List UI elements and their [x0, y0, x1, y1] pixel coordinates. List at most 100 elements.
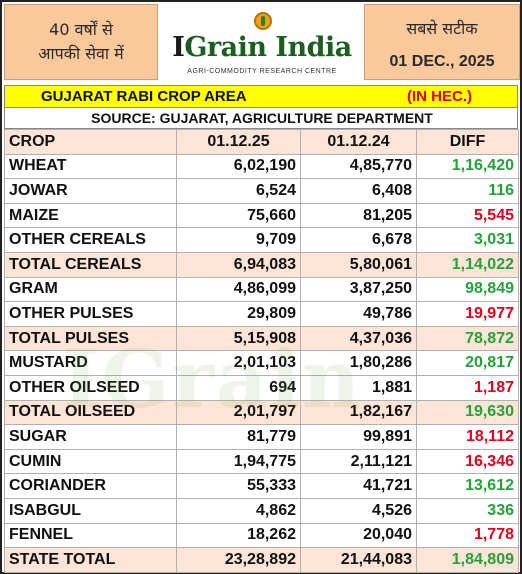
report-title: GUJARAT RABI CROP AREA [41, 88, 247, 105]
table-row: JOWAR 6,524 6,408 116 [4, 178, 519, 204]
cell-crop: CUMIN [4, 448, 177, 475]
cell-diff: 78,872 [416, 325, 519, 352]
table-row: MUSTARD 2,01,103 1,80,286 20,817 [4, 350, 519, 376]
source-bar: SOURCE: GUJARAT, AGRICULTURE DEPARTMENT [4, 108, 518, 129]
cell-current-area: 4,862 [176, 497, 301, 524]
total-row: TOTAL CEREALS 6,94,083 5,80,061 1,14,022 [4, 251, 519, 278]
cell-crop: JOWAR [4, 178, 177, 204]
table-row: OTHER PULSES 29,809 49,786 19,977 [4, 301, 519, 327]
cell-previous-area: 49,786 [300, 301, 417, 327]
cell-diff: 19,630 [416, 399, 519, 426]
column-header-crop: CROP [4, 129, 177, 155]
cell-crop: TOTAL CEREALS [4, 251, 177, 278]
header-tagline-line1: 40 वर्षों से [49, 20, 113, 39]
column-header-current: 01.12.25 [176, 129, 301, 155]
cell-crop: OTHER PULSES [4, 301, 177, 327]
cell-current-area: 29,809 [176, 301, 301, 327]
total-row: TOTAL PULSES 5,15,908 4,37,036 78,872 [4, 325, 519, 352]
cell-current-area: 4,86,099 [176, 276, 301, 303]
table-row: GRAM 4,86,099 3,87,250 98,849 [4, 276, 519, 303]
cell-diff: 19,977 [416, 301, 519, 327]
cell-previous-area: 5,80,061 [300, 251, 417, 278]
cell-previous-area: 81,205 [300, 202, 417, 229]
table-row: CORIANDER 55,333 41,721 13,612 [4, 473, 519, 499]
cell-current-area: 75,660 [176, 202, 301, 229]
report-date: 01 DEC., 2025 [389, 53, 495, 70]
cell-previous-area: 6,408 [300, 178, 417, 204]
title-bar: GUJARAT RABI CROP AREA (IN HEC.) [4, 85, 518, 108]
cell-diff: 1,778 [416, 522, 519, 549]
cell-current-area: 9,709 [176, 227, 301, 253]
cell-crop: STATE TOTAL [4, 547, 177, 573]
column-header-previous: 01.12.24 [300, 129, 417, 155]
cell-current-area: 23,28,892 [176, 547, 301, 573]
cell-diff: 116 [416, 178, 519, 204]
cell-previous-area: 4,37,036 [300, 325, 417, 352]
cell-previous-area: 4,85,770 [300, 153, 417, 180]
cell-diff: 20,817 [416, 350, 519, 376]
table-row: SUGAR 81,779 99,891 18,112 [4, 424, 519, 450]
cell-diff: 1,14,022 [416, 251, 519, 278]
cell-diff: 16,346 [416, 448, 519, 475]
cell-current-area: 694 [176, 374, 301, 401]
cell-previous-area: 6,678 [300, 227, 417, 253]
cell-current-area: 81,779 [176, 424, 301, 450]
cell-previous-area: 20,040 [300, 522, 417, 549]
cell-crop: SUGAR [4, 424, 177, 450]
brand-name-lead: I [172, 32, 185, 63]
unit-label: (IN HEC.) [407, 88, 472, 105]
cell-diff: 1,187 [416, 374, 519, 401]
cell-diff: 98,849 [416, 276, 519, 303]
header-left-box: 40 वर्षों से आपकी सेवा में [4, 4, 158, 80]
header-right-box: सबसे सटीक 01 DEC., 2025 [364, 4, 520, 80]
crop-area-table: CROP 01.12.25 01.12.24 DIFF WHEAT 6,02,19… [4, 129, 519, 573]
cell-current-area: 2,01,103 [176, 350, 301, 376]
cell-crop: TOTAL PULSES [4, 325, 177, 352]
cell-previous-area: 21,44,083 [300, 547, 417, 573]
cell-diff: 5,545 [416, 202, 519, 229]
table-row: OTHER CEREALS 9,709 6,678 3,031 [4, 227, 519, 253]
total-row: TOTAL OILSEED 2,01,797 1,82,167 19,630 [4, 399, 519, 426]
cell-current-area: 6,94,083 [176, 251, 301, 278]
cell-diff: 13,612 [416, 473, 519, 499]
table-row: OTHER OILSEED 694 1,881 1,187 [4, 374, 519, 401]
table-header-row: CROP 01.12.25 01.12.24 DIFF [4, 129, 519, 155]
grain-logo-icon [254, 12, 272, 30]
cell-previous-area: 4,526 [300, 497, 417, 524]
cell-crop: MUSTARD [4, 350, 177, 376]
brand-name: IGrain India [162, 32, 362, 63]
cell-current-area: 55,333 [176, 473, 301, 499]
cell-crop: MAIZE [4, 202, 177, 229]
cell-current-area: 5,15,908 [176, 325, 301, 352]
cell-current-area: 6,02,190 [176, 153, 301, 180]
cell-diff: 1,84,809 [416, 547, 519, 573]
table-row: CUMIN 1,94,775 2,11,121 16,346 [4, 448, 519, 475]
cell-previous-area: 1,881 [300, 374, 417, 401]
cell-diff: 336 [416, 497, 519, 524]
cell-previous-area: 1,82,167 [300, 399, 417, 426]
cell-previous-area: 1,80,286 [300, 350, 417, 376]
cell-crop: ISABGUL [4, 497, 177, 524]
cell-current-area: 2,01,797 [176, 399, 301, 426]
cell-crop: WHEAT [4, 153, 177, 180]
cell-crop: FENNEL [4, 522, 177, 549]
header-tagline-line2: आपकी सेवा में [38, 44, 124, 63]
table-row: WHEAT 6,02,190 4,85,770 1,16,420 [4, 153, 519, 180]
source-label: SOURCE: GUJARAT, AGRICULTURE DEPARTMENT [91, 110, 433, 126]
total-row: STATE TOTAL 23,28,892 21,44,083 1,84,809 [4, 547, 519, 573]
cell-current-area: 1,94,775 [176, 448, 301, 475]
cell-current-area: 18,262 [176, 522, 301, 549]
cell-diff: 18,112 [416, 424, 519, 450]
table-body: WHEAT 6,02,190 4,85,770 1,16,420 JOWAR 6,524 6… [4, 153, 519, 573]
cell-previous-area: 2,11,121 [300, 448, 417, 475]
brand-tagline: AGRI-COMMODITY RESEARCH CENTRE [187, 68, 337, 75]
cell-crop: TOTAL OILSEED [4, 399, 177, 426]
cell-current-area: 6,524 [176, 178, 301, 204]
cell-diff: 1,16,420 [416, 153, 519, 180]
cell-diff: 3,031 [416, 227, 519, 253]
column-header-diff: DIFF [416, 129, 519, 155]
cell-previous-area: 41,721 [300, 473, 417, 499]
cell-previous-area: 3,87,250 [300, 276, 417, 303]
cell-crop: OTHER OILSEED [4, 374, 177, 401]
